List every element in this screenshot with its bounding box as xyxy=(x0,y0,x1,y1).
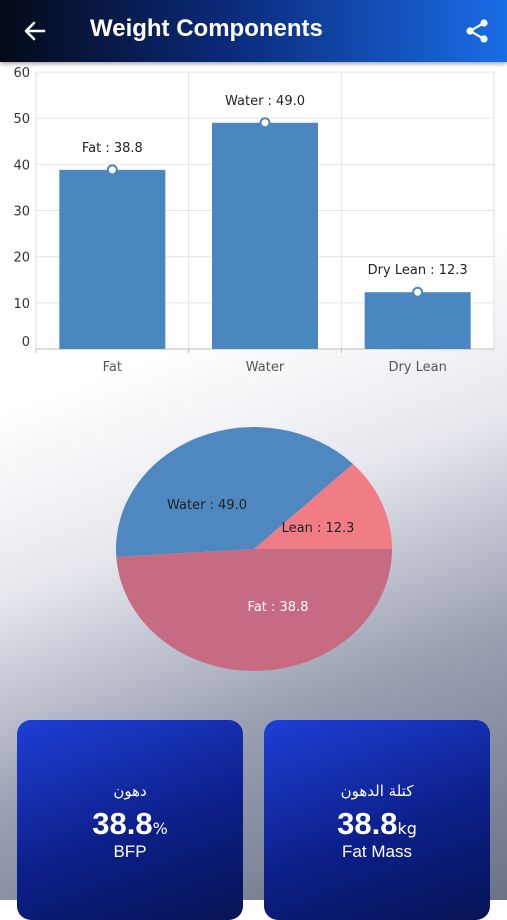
fat-mass-value: 38.8 xyxy=(337,806,398,841)
bar-data-label: Dry Lean : 12.3 xyxy=(368,263,468,278)
bfp-card[interactable]: دهون 38.8% BFP xyxy=(17,720,243,920)
x-tick-label: Water xyxy=(246,360,285,375)
pie-slice xyxy=(254,463,392,549)
bar xyxy=(364,292,471,349)
bar-point-marker xyxy=(259,117,271,129)
bfp-label: BFP xyxy=(113,842,147,861)
app-bar: Weight Components xyxy=(0,0,507,62)
x-tick-label: Fat xyxy=(103,360,122,375)
bar xyxy=(212,122,318,350)
pie-slice xyxy=(116,426,353,558)
pie-chart: Lean : 12.3 Fat : 38.8 Water : 49.0 xyxy=(116,426,392,672)
y-tick-label: 10 xyxy=(13,297,30,312)
bar-data-label: Fat : 38.8 xyxy=(82,141,143,156)
bfp-value: 38.8 xyxy=(92,806,153,841)
page-title: Weight Components xyxy=(90,15,323,42)
pie-slice-label: Lean : 12.3 xyxy=(282,521,355,536)
x-tick-label: Dry Lean xyxy=(388,360,446,375)
fat-mass-value-row: 38.8kg xyxy=(264,806,490,842)
y-tick-label: 50 xyxy=(13,112,30,127)
fat-mass-label: Fat Mass xyxy=(342,842,412,861)
y-tick-label: 20 xyxy=(13,251,30,266)
pie-slice-label: Fat : 38.8 xyxy=(248,600,309,615)
bar-chart: 0 10 20 30 40 50 60 Fat : 38.8 Fat Water : 49.0 Wa… xyxy=(13,66,495,375)
bfp-unit: % xyxy=(152,819,168,838)
pie-slice-label: Water : 49.0 xyxy=(167,498,247,513)
fat-mass-card[interactable]: كتلة الدهون 38.8kg Fat Mass xyxy=(264,720,490,920)
bar-data-label: Water : 49.0 xyxy=(225,94,305,109)
pie-slice xyxy=(116,549,392,672)
fat-mass-unit: kg xyxy=(397,819,417,838)
share-icon[interactable] xyxy=(464,18,490,44)
y-tick-label: 30 xyxy=(13,205,30,220)
y-tick-label: 60 xyxy=(13,66,30,81)
y-tick-label: 0 xyxy=(22,335,30,350)
bar-point-marker xyxy=(106,164,118,176)
arrow-left-icon[interactable] xyxy=(22,18,48,44)
bar-point-marker xyxy=(412,286,424,298)
y-tick-label: 40 xyxy=(13,158,30,173)
bfp-value-row: 38.8% xyxy=(17,806,243,842)
fat-mass-arabic-label: كتلة الدهون xyxy=(340,782,414,800)
bar xyxy=(59,169,166,349)
bfp-arabic-label: دهون xyxy=(113,782,147,800)
